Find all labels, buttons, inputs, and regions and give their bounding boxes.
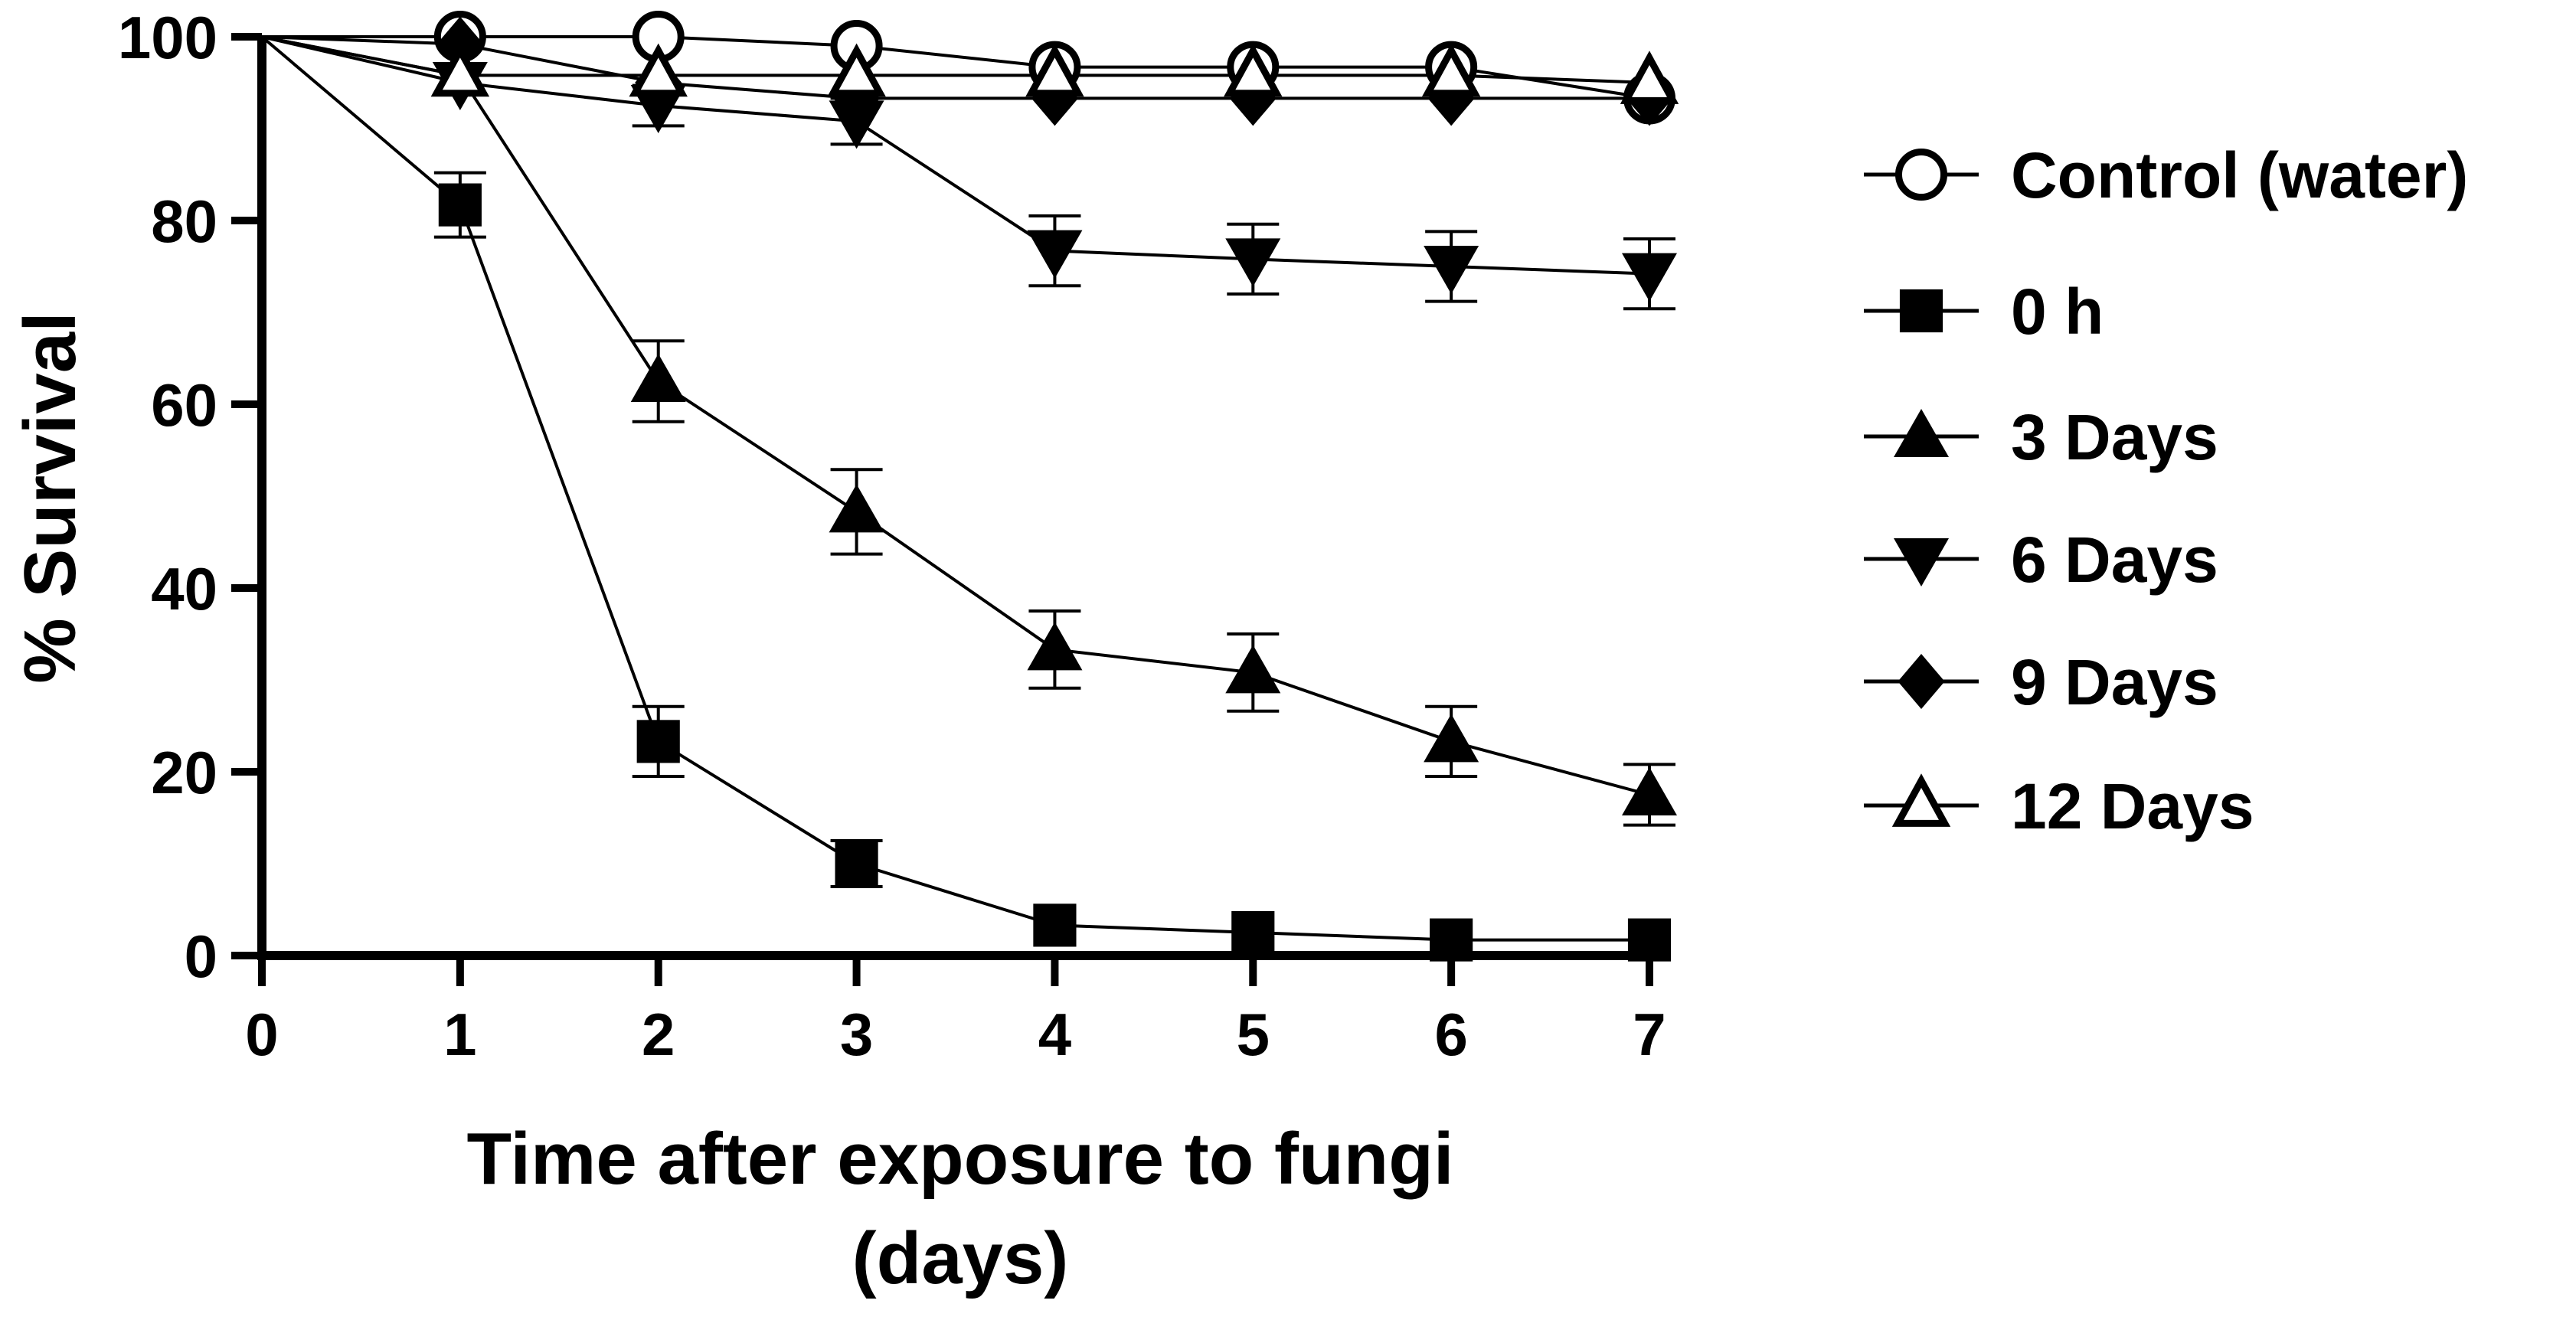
x-axis-title-line-1: Time after exposure to fungi	[466, 1118, 1453, 1200]
data-point	[1025, 43, 1084, 97]
x-tick-label: 0	[245, 1001, 278, 1068]
series-line-3	[261, 35, 1650, 276]
series-line-2	[261, 35, 1650, 796]
axis-ticks	[231, 33, 1653, 986]
data-point	[1622, 767, 1677, 815]
x-tick-label: 6	[1434, 1001, 1467, 1068]
data-point	[1427, 70, 1475, 126]
x-tick-label: 7	[1633, 1001, 1666, 1068]
data-point	[430, 43, 490, 97]
data-point	[1424, 714, 1479, 763]
tick-labels: 0 1 2 3 4 5 6 7 0 20 40 60 80 100	[118, 4, 1666, 1068]
data-point	[1421, 43, 1481, 97]
legend-label: Control (water)	[2011, 139, 2468, 211]
series-line-0	[262, 35, 1650, 100]
series-markers	[430, 10, 1679, 962]
axes	[257, 37, 1649, 960]
data-point	[636, 720, 680, 763]
series-lines	[260, 35, 1650, 942]
data-point	[827, 43, 886, 97]
legend-label: 9 Days	[2011, 646, 2218, 718]
legend-marker	[1899, 289, 1943, 333]
y-tick-label: 60	[151, 371, 217, 439]
legend-label: 0 h	[2011, 276, 2104, 348]
x-tick-label: 5	[1237, 1001, 1270, 1068]
data-point	[630, 354, 686, 402]
legend-marker	[1891, 773, 1951, 827]
legend-label: 3 Days	[2011, 401, 2218, 473]
legend-label: 12 Days	[2011, 770, 2254, 842]
data-point	[1224, 43, 1283, 97]
data-point	[835, 841, 878, 886]
data-point	[1225, 238, 1281, 287]
data-point	[1622, 253, 1677, 302]
error-bars	[433, 83, 1675, 888]
x-tick-label: 2	[642, 1001, 675, 1068]
x-tick-label: 4	[1038, 1001, 1071, 1068]
data-point	[829, 484, 884, 533]
legend-marker	[1898, 654, 1945, 709]
data-point	[1231, 910, 1275, 955]
data-point	[1225, 645, 1281, 694]
y-tick-label: 0	[185, 923, 217, 990]
x-tick-label: 1	[443, 1001, 476, 1068]
y-tick-label: 40	[151, 555, 217, 622]
legend: Control (water) 0 h 3 Days 6 Days 9 Days 12 D…	[1864, 139, 2468, 842]
data-point	[1027, 622, 1083, 671]
legend-label: 6 Days	[2011, 524, 2218, 596]
data-point	[629, 43, 688, 97]
x-axis-title-line-2: (days)	[852, 1217, 1069, 1299]
series-line-5	[261, 35, 1650, 84]
data-point	[438, 183, 482, 227]
data-point	[1033, 903, 1077, 947]
y-tick-label: 20	[151, 739, 217, 806]
y-tick-label: 80	[151, 188, 217, 255]
legend-marker	[1894, 409, 1949, 457]
y-axis-title: % Survival	[9, 312, 91, 684]
series-line-4	[261, 35, 1649, 100]
series-line-1	[260, 35, 1649, 942]
data-point	[1424, 246, 1479, 294]
x-tick-label: 3	[840, 1001, 873, 1068]
y-tick-label: 100	[118, 4, 217, 71]
data-point	[1620, 51, 1679, 104]
legend-marker	[1894, 538, 1949, 586]
data-point	[1027, 230, 1083, 279]
legend-marker	[1894, 148, 1948, 201]
